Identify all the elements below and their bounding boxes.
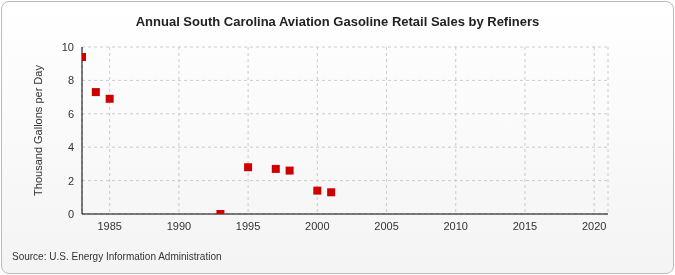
svg-text:4: 4 — [68, 141, 74, 153]
svg-text:8: 8 — [68, 74, 74, 86]
svg-text:6: 6 — [68, 108, 74, 120]
svg-text:10: 10 — [62, 41, 74, 53]
svg-text:1990: 1990 — [167, 220, 191, 232]
html-text:Annual South Carolina Aviation: Annual South Carolina Aviation Gasoline … — [135, 14, 540, 29]
svg-text:2000: 2000 — [305, 220, 329, 232]
svg-text:2015: 2015 — [513, 220, 537, 232]
svg-text:Thousand Gallons per Day: Thousand Gallons per Day — [32, 65, 44, 196]
svg-text:2: 2 — [68, 175, 74, 187]
svg-text:2020: 2020 — [582, 220, 606, 232]
svg-text:2005: 2005 — [374, 220, 398, 232]
svg-text:0: 0 — [68, 208, 74, 220]
html-text:Source: U.S. Energy Informatio: Source: U.S. Energy Information Administ… — [12, 251, 222, 262]
svg-text:2010: 2010 — [443, 220, 467, 232]
svg-text:1985: 1985 — [97, 220, 121, 232]
svg-text:1995: 1995 — [236, 220, 260, 232]
